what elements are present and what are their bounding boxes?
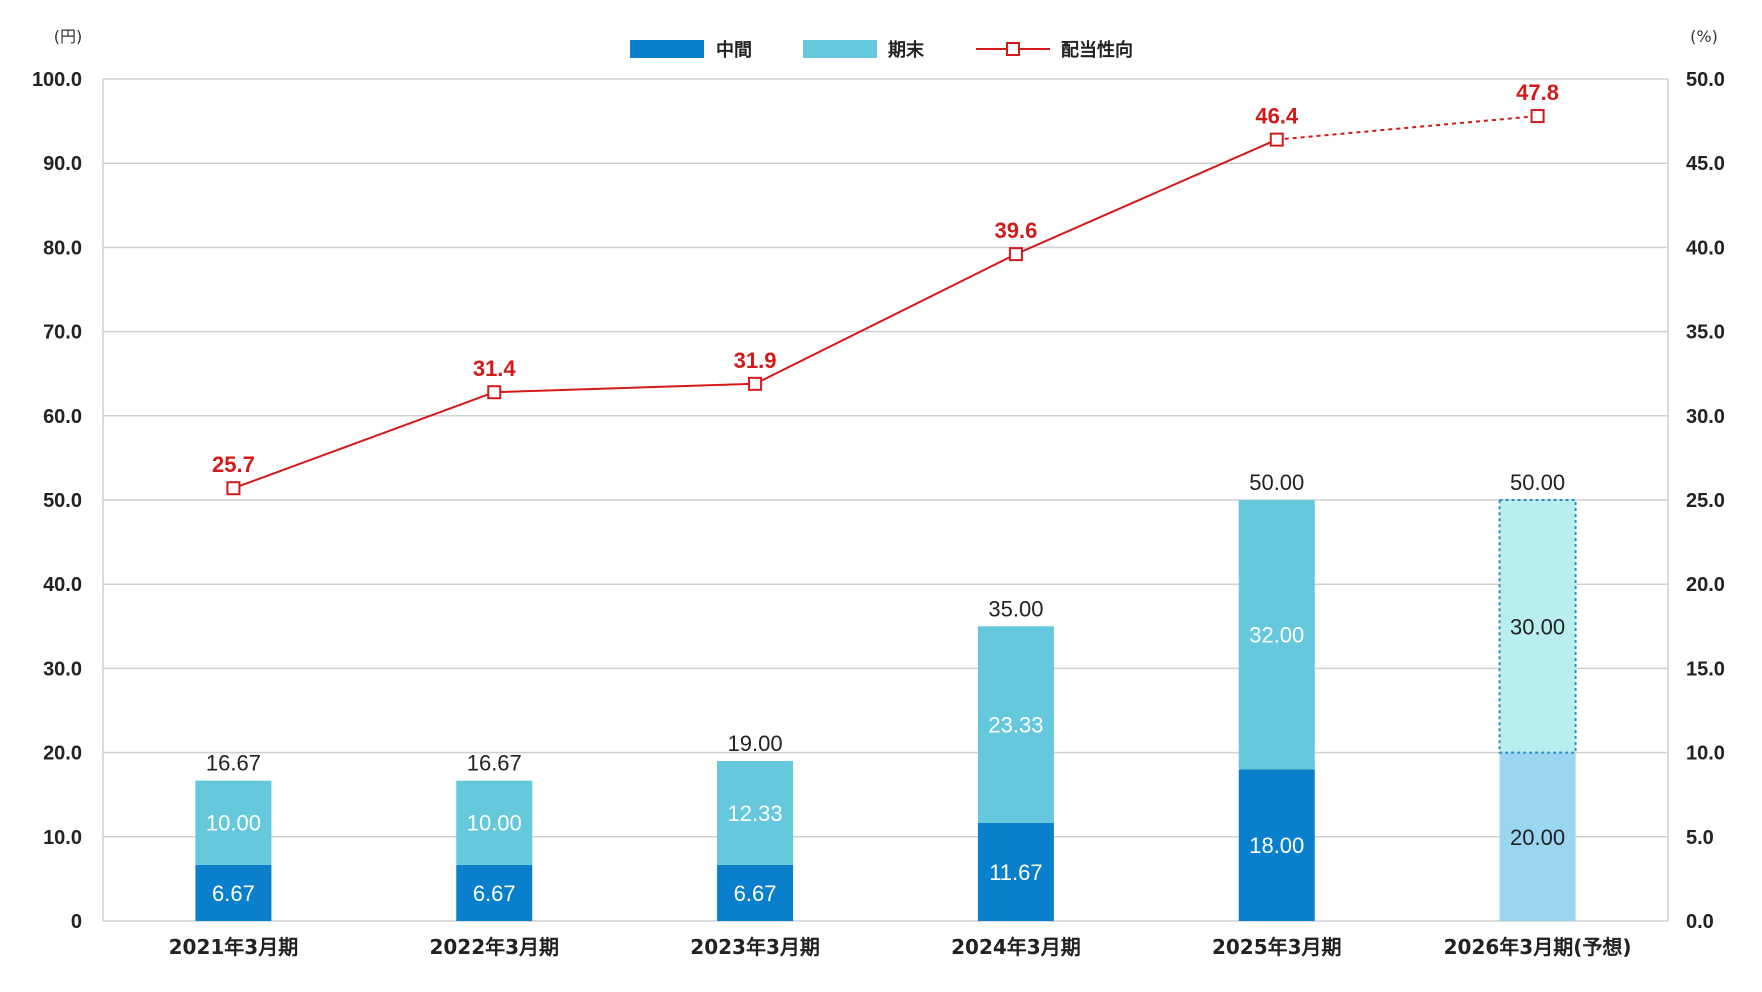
- final-value-label: 32.00: [1249, 623, 1304, 648]
- interim-value-label: 6.67: [734, 881, 777, 906]
- ratio-line-segment: [494, 382, 756, 394]
- bar-interim: [456, 864, 533, 921]
- interim-value-label: 18.00: [1249, 833, 1304, 858]
- ratio-point: [1269, 132, 1284, 147]
- payout-ratio-line: [226, 109, 1545, 496]
- right-axis-tick-label: 25.0: [1686, 490, 1725, 512]
- ratio-point: [748, 376, 763, 391]
- bar-interim: [717, 864, 794, 921]
- bar-final: [1498, 499, 1577, 754]
- gridlines: [103, 78, 1668, 922]
- axes: 0 0.0 10.0 5.0 20.0 10.0 30.0 15.0 40.0 20.0 50.0 2…: [32, 27, 1725, 959]
- final-value-label: 23.33: [988, 713, 1043, 738]
- bar-final: [456, 780, 533, 865]
- bar-interim: [1238, 769, 1315, 921]
- total-value-label: 16.67: [206, 751, 261, 776]
- right-axis-tick-label: 0.0: [1686, 911, 1714, 933]
- category-label: 2023年3月期: [690, 935, 820, 959]
- final-value-label: 12.33: [728, 801, 783, 826]
- ratio-point: [487, 385, 502, 400]
- ratio-line-segment: [233, 391, 495, 490]
- ratio-value-label: 39.6: [995, 218, 1038, 243]
- left-axis-tick-label: 40.0: [43, 574, 82, 596]
- right-axis-tick-label: 35.0: [1686, 322, 1725, 344]
- ratio-point: [226, 481, 241, 496]
- ratio-value-label: 47.8: [1516, 80, 1559, 105]
- legend: 中間 期末 配当性向: [630, 39, 1133, 61]
- right-axis-tick-label: 15.0: [1686, 658, 1725, 680]
- right-axis-tick-label: 40.0: [1686, 237, 1725, 259]
- ratio-value-label: 46.4: [1255, 104, 1299, 129]
- total-value-label: 19.00: [728, 731, 783, 756]
- category-label: 2024年3月期: [951, 935, 1081, 959]
- bar-final: [977, 626, 1054, 823]
- ratio-line-segment: [754, 253, 1017, 385]
- legend-label-interim: 中間: [716, 39, 752, 61]
- right-axis-tick-label: 20.0: [1686, 574, 1725, 596]
- left-axis-tick-label: 10.0: [43, 827, 82, 849]
- category-label: 2021年3月期: [169, 935, 299, 959]
- bar-final: [717, 761, 794, 865]
- bar-interim: [977, 822, 1054, 921]
- legend-swatch-final: [803, 40, 877, 58]
- category-label: 2026年3月期(予想): [1444, 935, 1632, 959]
- interim-value-label: 6.67: [473, 881, 516, 906]
- left-axis-tick-label: 50.0: [43, 490, 82, 512]
- bar-interim: [195, 864, 272, 921]
- ratio-point: [1008, 247, 1023, 262]
- ratio-point: [1530, 109, 1545, 124]
- left-axis-tick-label: 20.0: [43, 743, 82, 765]
- ratio-line-segment: [1276, 115, 1538, 141]
- legend-swatch-interim: [630, 40, 704, 58]
- right-axis-tick-label: 50.0: [1686, 69, 1725, 91]
- interim-value-label: 6.67: [212, 881, 255, 906]
- right-axis-tick-label: 30.0: [1686, 406, 1725, 428]
- left-axis-unit: (円): [54, 27, 83, 46]
- left-axis-tick-label: 0: [71, 911, 82, 933]
- total-value-label: 16.67: [467, 751, 522, 776]
- final-value-label: 30.00: [1510, 614, 1565, 639]
- left-axis-tick-label: 70.0: [43, 322, 82, 344]
- category-label: 2025年3月期: [1212, 935, 1342, 959]
- right-axis-tick-label: 10.0: [1686, 743, 1725, 765]
- right-axis-tick-label: 45.0: [1686, 153, 1725, 175]
- ratio-value-label: 31.9: [734, 348, 777, 373]
- bar-final: [195, 780, 272, 865]
- right-axis-unit: (%): [1690, 27, 1718, 46]
- legend-label-final: 期末: [888, 39, 925, 61]
- interim-value-label: 11.67: [989, 860, 1042, 885]
- total-value-label: 50.00: [1249, 470, 1304, 495]
- right-axis-tick-label: 5.0: [1686, 827, 1714, 849]
- final-value-label: 10.00: [206, 811, 261, 836]
- final-value-label: 10.00: [467, 811, 522, 836]
- left-axis-tick-label: 80.0: [43, 237, 82, 259]
- category-label: 2022年3月期: [429, 935, 559, 959]
- ratio-value-label: 25.7: [212, 452, 255, 477]
- total-value-label: 50.00: [1510, 470, 1565, 495]
- bar-interim: [1499, 752, 1576, 921]
- bars: [195, 499, 1577, 921]
- left-axis-tick-label: 90.0: [43, 153, 82, 175]
- total-value-label: 35.00: [988, 596, 1043, 621]
- ratio-value-label: 31.4: [473, 356, 517, 381]
- legend-label-ratio: 配当性向: [1061, 39, 1133, 61]
- data-labels: 6.67 10.00 16.67 6.67 10.00 16.67 6.67 12.33 19.…: [206, 80, 1565, 906]
- ratio-line-segment: [1015, 138, 1278, 256]
- left-axis-tick-label: 100.0: [32, 69, 82, 91]
- left-axis-tick-label: 60.0: [43, 406, 82, 428]
- legend-swatch-ratio-marker: [1006, 42, 1020, 56]
- interim-value-label: 20.00: [1510, 825, 1565, 850]
- bar-final: [1238, 500, 1315, 770]
- left-axis-tick-label: 30.0: [43, 658, 82, 680]
